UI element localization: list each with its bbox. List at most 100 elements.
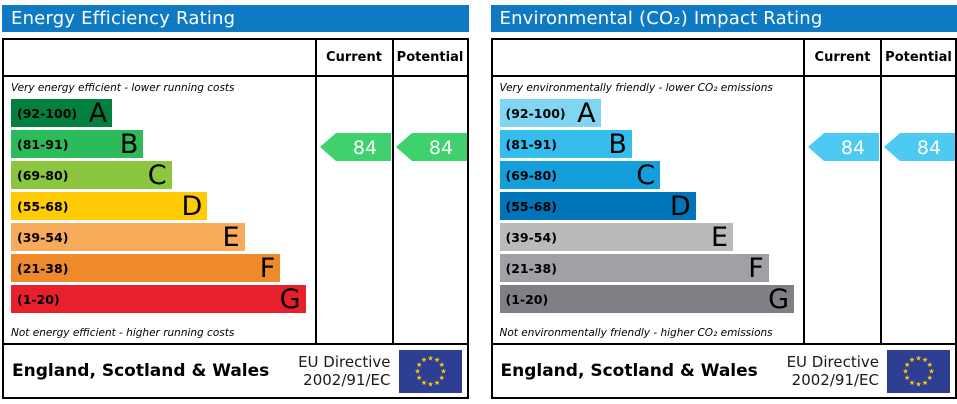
svg-text:★: ★	[904, 361, 910, 369]
band-list: (92-100) A (81-91) B (69-80) C (55-68) D (39…	[11, 99, 309, 322]
svg-text:★: ★	[902, 367, 908, 375]
svg-text:★: ★	[927, 361, 933, 369]
top-note: Very environmentally friendly - lower CO…	[499, 82, 773, 94]
svg-text:★: ★	[904, 374, 910, 382]
band-letter: C	[636, 159, 656, 191]
band-range: (21-38)	[505, 260, 557, 276]
band-row-a: (92-100) A	[11, 97, 113, 129]
band-range: (69-80)	[505, 167, 557, 183]
rating-table: Current Potential Very energy efficient …	[2, 38, 469, 399]
band-row-c: (69-80) C	[11, 161, 172, 189]
band-range: (1-20)	[17, 291, 60, 307]
top-note: Very energy efficient - lower running co…	[11, 82, 235, 94]
svg-text:★: ★	[927, 374, 933, 382]
band-letter: E	[710, 221, 729, 253]
band-row-e: (39-54) E	[11, 223, 245, 251]
eu-directive-line1: EU Directive	[298, 353, 391, 371]
potential-column-header: Potential	[391, 40, 467, 77]
current-rating-arrow: 84	[319, 133, 391, 161]
eu-flag-icon: ★ ★★★★★★★★★★★	[398, 349, 462, 393]
region-label: England, Scotland & Wales	[12, 361, 270, 381]
band-row-f: (21-38) F	[499, 252, 769, 284]
band-range: (92-100)	[17, 105, 78, 121]
band-row-d: (55-68) D	[11, 190, 208, 222]
band-letter: B	[119, 128, 139, 160]
potential-rating-arrow: 84	[884, 133, 955, 161]
current-rating-cell: 84	[803, 77, 880, 343]
band-range: (55-68)	[17, 198, 69, 214]
energy-efficiency-panel: Energy Efficiency Rating Current Potenti…	[2, 5, 469, 404]
current-rating-value: 84	[352, 137, 376, 159]
band-letter: D	[181, 190, 203, 222]
band-range: (39-54)	[505, 229, 557, 245]
band-row-g: (1-20) G	[499, 283, 795, 315]
svg-text:★: ★	[928, 367, 934, 375]
band-letter: D	[670, 190, 691, 222]
potential-rating-arrow: 84	[395, 133, 467, 161]
svg-text:★: ★	[922, 356, 928, 364]
eu-directive-line2: 2002/91/EC	[303, 371, 391, 389]
svg-text:★: ★	[915, 354, 921, 362]
band-range: (39-54)	[17, 229, 69, 245]
potential-column-header: Potential	[880, 40, 955, 77]
band-range: (81-91)	[505, 136, 557, 152]
svg-text:★: ★	[909, 378, 915, 386]
band-row-e: (39-54) E	[499, 221, 734, 253]
band-range: (55-68)	[505, 198, 557, 214]
band-letter: F	[748, 252, 764, 284]
band-row-c: (69-80) C	[499, 159, 661, 191]
eu-directive-label: EU Directive 2002/91/EC	[298, 353, 390, 389]
eu-directive-label: EU Directive 2002/91/EC	[787, 353, 879, 389]
band-row-f: (21-38) F	[11, 252, 281, 284]
current-column-header: Current	[803, 40, 880, 77]
svg-text:★: ★	[420, 356, 426, 364]
svg-text:★: ★	[433, 378, 439, 386]
current-rating-arrow: 84	[808, 133, 879, 161]
potential-rating-cell: 84	[391, 77, 467, 343]
band-letter: A	[577, 97, 596, 129]
band-range: (92-100)	[505, 105, 566, 121]
band-letter: A	[88, 97, 108, 129]
eu-flag-icon: ★ ★★★★★★★★★★★	[887, 349, 950, 393]
band-letter: B	[608, 128, 627, 160]
svg-text:★: ★	[440, 367, 446, 375]
current-column-header: Current	[314, 40, 392, 77]
panel-title: Energy Efficiency Rating	[2, 5, 469, 32]
band-row-a: (92-100) A	[499, 97, 601, 129]
svg-text:★: ★	[909, 356, 915, 364]
band-letter: F	[259, 252, 276, 284]
band-row-d: (55-68) D	[499, 190, 696, 222]
band-range: (81-91)	[17, 136, 69, 152]
table-corner	[4, 40, 315, 77]
band-row-b: (81-91) B	[11, 128, 144, 160]
band-chart: Very environmentally friendly - lower CO…	[493, 77, 804, 343]
band-letter: G	[768, 283, 790, 315]
svg-text:★: ★	[438, 374, 444, 382]
band-range: (1-20)	[505, 291, 549, 307]
band-chart: Very energy efficient - lower running co…	[4, 77, 315, 343]
current-rating-value: 84	[841, 137, 865, 159]
band-range: (69-80)	[17, 167, 69, 183]
environmental-impact-panel: Environmental (CO₂) Impact Rating Curren…	[490, 5, 957, 404]
rating-table: Current Potential Very environmentally f…	[490, 38, 957, 399]
table-footer: England, Scotland & Wales EU Directive 2…	[492, 343, 955, 397]
current-rating-cell: 84	[314, 77, 392, 343]
table-footer: England, Scotland & Wales EU Directive 2…	[4, 343, 467, 397]
svg-text:★: ★	[915, 380, 921, 388]
band-list: (92-100) A (81-91) B (69-80) C (55-68) D (39…	[499, 97, 798, 322]
band-letter: C	[147, 159, 167, 191]
eu-directive-line2: 2002/91/EC	[791, 371, 879, 389]
band-range: (21-38)	[17, 260, 69, 276]
svg-text:★: ★	[416, 374, 422, 382]
potential-rating-value: 84	[917, 137, 941, 159]
bottom-note: Not energy efficient - higher running co…	[11, 327, 235, 339]
bottom-note: Not environmentally friendly - higher CO…	[499, 327, 773, 339]
svg-text:★: ★	[922, 378, 928, 386]
table-corner	[492, 40, 803, 77]
svg-text:★: ★	[427, 354, 433, 362]
potential-rating-value: 84	[428, 137, 452, 159]
svg-text:★: ★	[433, 356, 439, 364]
panel-title: Environmental (CO₂) Impact Rating	[490, 5, 957, 32]
region-label: England, Scotland & Wales	[500, 361, 758, 381]
svg-text:★: ★	[427, 380, 433, 388]
